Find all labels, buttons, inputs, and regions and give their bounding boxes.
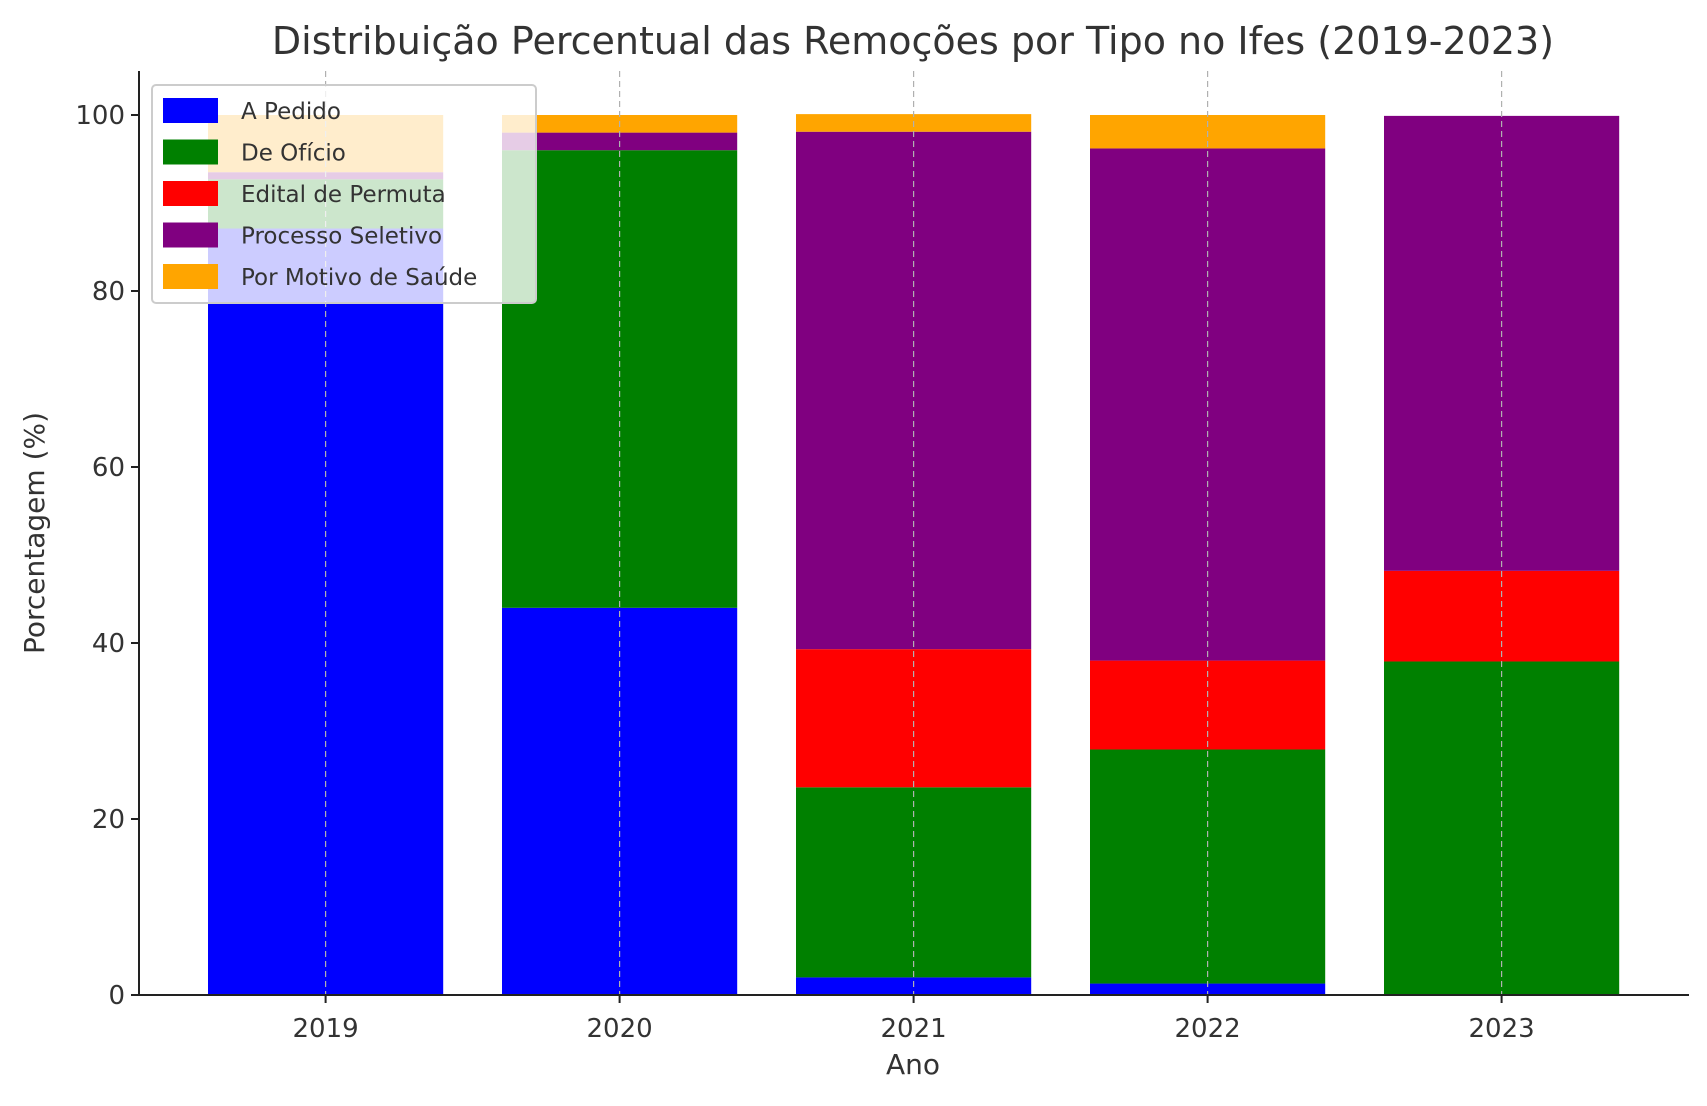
legend-label: De Ofício <box>241 141 346 167</box>
y-tick-label: 20 <box>92 805 125 835</box>
bar-2020-1 <box>502 150 738 608</box>
grid-overlay <box>325 71 1503 995</box>
legend-swatch <box>163 98 218 123</box>
x-axis-label: Ano <box>886 1048 940 1081</box>
x-tick-label: 2020 <box>587 1014 653 1044</box>
legend-frame <box>151 84 537 304</box>
legend-label: A Pedido <box>241 99 341 125</box>
y-tick-label: 100 <box>75 101 125 131</box>
x-tick-label: 2022 <box>1175 1014 1241 1044</box>
x-tick-label: 2019 <box>293 1014 359 1044</box>
legend: A Pedido De Ofício Edital de Permuta Proces… <box>151 84 537 304</box>
x-tick-label: 2023 <box>1469 1014 1535 1044</box>
x-tick-label: 2021 <box>881 1014 947 1044</box>
y-tick-label: 80 <box>92 277 125 307</box>
y-tick-label: 0 <box>108 981 125 1011</box>
legend-swatch <box>163 264 218 289</box>
legend-label: Por Motivo de Saúde <box>241 265 477 291</box>
y-ticks: 0 20 40 60 80 100 <box>75 101 139 1011</box>
bar-2022-0 <box>1090 983 1326 995</box>
legend-swatch <box>163 181 218 206</box>
x-ticks: 2019 2020 2021 2022 2023 <box>293 995 1535 1044</box>
legend-label: Edital de Permuta <box>241 182 446 208</box>
y-tick-label: 40 <box>92 629 125 659</box>
y-axis-label: Porcentagem (%) <box>18 412 51 654</box>
bar-2023-1 <box>1384 661 1620 995</box>
legend-label: Processo Seletivo <box>241 224 442 250</box>
legend-swatch <box>163 139 218 165</box>
chart-title: Distribuição Percentual das Remoções por… <box>272 19 1554 63</box>
y-tick-label: 60 <box>92 453 125 483</box>
legend-swatch <box>163 222 218 248</box>
